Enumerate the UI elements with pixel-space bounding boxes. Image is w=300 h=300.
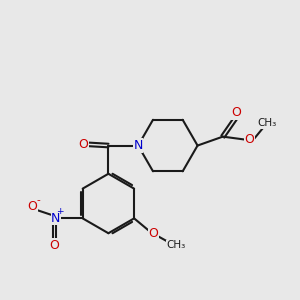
Text: O: O xyxy=(244,133,254,146)
Text: CH₃: CH₃ xyxy=(258,118,277,128)
Text: -: - xyxy=(36,196,40,206)
Text: N: N xyxy=(51,212,61,225)
Text: O: O xyxy=(148,227,158,240)
Text: +: + xyxy=(56,207,63,216)
Text: N: N xyxy=(134,139,143,152)
Text: CH₃: CH₃ xyxy=(166,240,185,250)
Text: O: O xyxy=(50,238,59,252)
Text: O: O xyxy=(27,200,37,213)
Text: O: O xyxy=(231,106,241,119)
Text: N: N xyxy=(134,139,143,152)
Text: O: O xyxy=(78,138,88,151)
